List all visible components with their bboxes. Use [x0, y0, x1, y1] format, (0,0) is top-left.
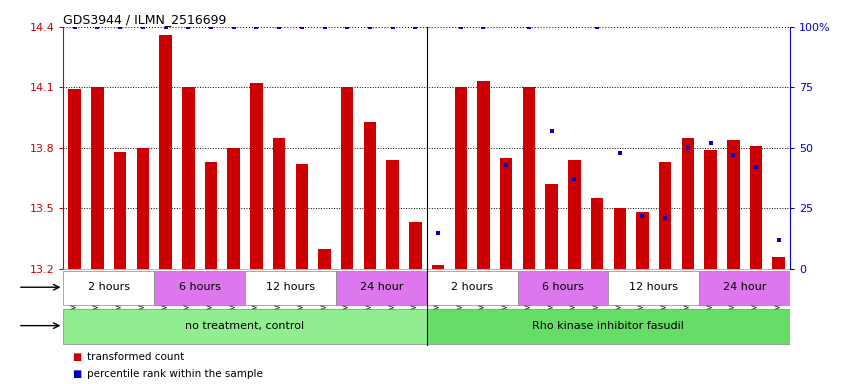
Point: [567, 176, 581, 182]
Bar: [63, 309, 426, 344]
Bar: [160, 35, 171, 269]
Bar: [245, 271, 336, 305]
Bar: [181, 88, 194, 269]
Text: transformed count: transformed count: [87, 352, 184, 362]
Point: [317, 24, 331, 30]
Point: [295, 24, 308, 30]
Bar: [341, 88, 353, 269]
Text: no treatment, control: no treatment, control: [186, 321, 304, 331]
Point: [340, 24, 354, 30]
Bar: [363, 122, 376, 269]
Point: [476, 24, 490, 30]
Text: 2 hours: 2 hours: [88, 282, 130, 292]
Bar: [426, 309, 789, 344]
Point: [90, 24, 104, 30]
Bar: [544, 184, 557, 269]
Point: [499, 162, 512, 168]
Bar: [658, 162, 671, 269]
Point: [430, 230, 444, 236]
Point: [227, 24, 241, 30]
Bar: [227, 148, 240, 269]
Text: percentile rank within the sample: percentile rank within the sample: [87, 369, 262, 379]
Bar: [477, 81, 490, 269]
Point: [522, 24, 535, 30]
Bar: [204, 162, 217, 269]
Bar: [63, 271, 154, 305]
Point: [249, 24, 262, 30]
Bar: [517, 271, 608, 305]
Bar: [426, 271, 517, 305]
Point: [635, 212, 648, 218]
Point: [657, 215, 671, 221]
Bar: [250, 83, 262, 269]
Bar: [590, 198, 603, 269]
Bar: [681, 138, 693, 269]
Bar: [500, 158, 511, 269]
Text: 2 hours: 2 hours: [451, 282, 493, 292]
Bar: [68, 89, 81, 269]
Text: 12 hours: 12 hours: [266, 282, 315, 292]
Bar: [636, 212, 648, 269]
Point: [159, 24, 172, 30]
Bar: [295, 164, 308, 269]
Point: [408, 24, 422, 30]
Bar: [567, 160, 580, 269]
Bar: [704, 150, 716, 269]
Bar: [431, 265, 444, 269]
Bar: [386, 160, 398, 269]
Point: [749, 164, 762, 170]
Bar: [613, 209, 625, 269]
Bar: [273, 138, 285, 269]
Text: 6 hours: 6 hours: [541, 282, 583, 292]
Point: [68, 24, 81, 30]
Bar: [91, 88, 104, 269]
Point: [204, 24, 218, 30]
Bar: [608, 271, 699, 305]
Bar: [114, 152, 127, 269]
Text: 24 hour: 24 hour: [360, 282, 403, 292]
Bar: [336, 271, 426, 305]
Point: [544, 128, 558, 134]
Text: 12 hours: 12 hours: [629, 282, 678, 292]
Point: [272, 24, 285, 30]
Point: [363, 24, 376, 30]
Bar: [454, 88, 467, 269]
Point: [726, 152, 739, 158]
Point: [113, 24, 127, 30]
Point: [453, 24, 467, 30]
Bar: [318, 248, 330, 269]
Text: ■: ■: [72, 352, 81, 362]
Bar: [771, 257, 784, 269]
Point: [386, 24, 399, 30]
Bar: [137, 148, 149, 269]
Bar: [522, 88, 534, 269]
Bar: [408, 222, 421, 269]
Point: [590, 24, 603, 30]
Bar: [699, 271, 789, 305]
Point: [612, 150, 625, 156]
Text: Rho kinase inhibitor fasudil: Rho kinase inhibitor fasudil: [532, 321, 684, 331]
Text: GDS3944 / ILMN_2516699: GDS3944 / ILMN_2516699: [63, 13, 226, 26]
Point: [181, 24, 195, 30]
Bar: [749, 146, 761, 269]
Bar: [726, 140, 738, 269]
Point: [703, 140, 717, 146]
Bar: [154, 271, 245, 305]
Point: [136, 24, 149, 30]
Point: [680, 145, 694, 151]
Text: ■: ■: [72, 369, 81, 379]
Text: 6 hours: 6 hours: [178, 282, 220, 292]
Text: 24 hour: 24 hour: [722, 282, 766, 292]
Point: [771, 237, 785, 243]
